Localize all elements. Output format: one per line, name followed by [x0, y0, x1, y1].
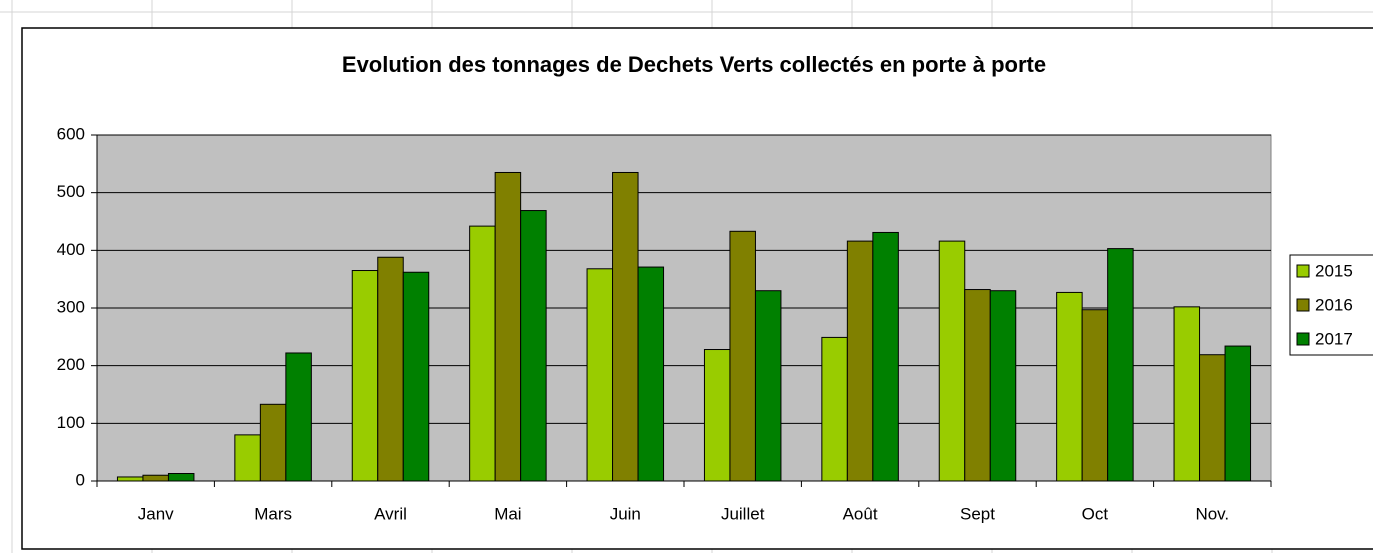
bar [964, 289, 991, 482]
bar [1224, 345, 1252, 482]
x-tick-label: Juillet [721, 504, 765, 523]
legend-swatch [1296, 298, 1310, 312]
bar [703, 349, 731, 482]
y-tick-label: 200 [57, 355, 85, 374]
bar [494, 171, 522, 482]
bar [1107, 248, 1134, 482]
bar [259, 403, 287, 482]
bar [754, 290, 782, 482]
x-tick-label: Août [843, 504, 878, 523]
bar [234, 434, 261, 482]
x-tick-label: Janv [138, 504, 174, 523]
y-tick-label: 100 [57, 413, 85, 432]
bar [167, 473, 195, 482]
bar [520, 210, 547, 482]
bar [469, 225, 496, 482]
x-tick-label: Sept [960, 504, 995, 523]
bar [872, 231, 899, 482]
bar [116, 476, 144, 482]
legend-label: 2016 [1315, 295, 1353, 314]
y-tick-label: 300 [57, 297, 85, 316]
bar [1056, 291, 1083, 482]
bar [586, 268, 614, 482]
bar [402, 271, 430, 482]
x-tick-label: Mars [254, 504, 292, 523]
x-tick-label: Juin [610, 504, 641, 523]
legend-label: 2017 [1315, 329, 1353, 348]
bar [285, 352, 312, 482]
bar [938, 240, 966, 482]
bar [351, 270, 379, 482]
y-tick-label: 0 [76, 470, 85, 489]
x-tick-label: Nov. [1195, 504, 1229, 523]
y-tick-label: 600 [57, 124, 85, 143]
legend-swatch [1296, 332, 1310, 346]
bar [612, 171, 639, 482]
x-tick-label: Oct [1082, 504, 1109, 523]
legend-label: 2015 [1315, 261, 1353, 280]
bar [377, 256, 404, 482]
bar [637, 266, 665, 482]
x-tick-label: Mai [494, 504, 521, 523]
bar [142, 474, 169, 482]
bar [989, 290, 1017, 482]
bar [1173, 306, 1201, 482]
y-tick-label: 400 [57, 240, 85, 259]
bar [1081, 309, 1109, 482]
bar [1199, 354, 1226, 482]
bar [729, 230, 756, 482]
legend-swatch [1296, 264, 1310, 278]
y-tick-label: 500 [57, 182, 85, 201]
x-tick-label: Avril [374, 504, 407, 523]
bar [821, 336, 848, 482]
bar [846, 240, 874, 482]
chart-title: Evolution des tonnages de Dechets Verts … [342, 52, 1046, 77]
